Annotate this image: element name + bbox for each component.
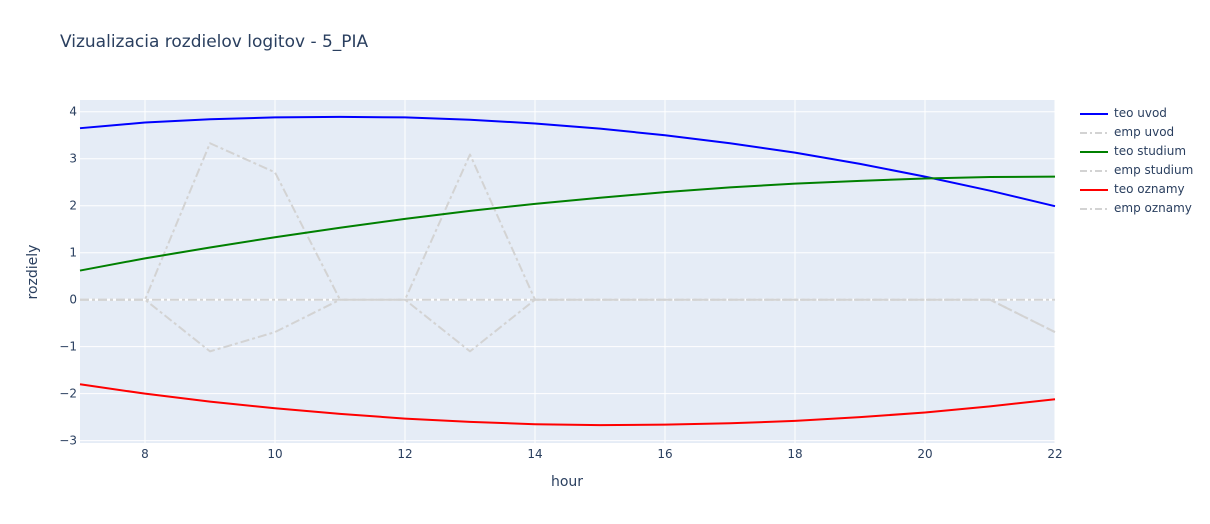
x-tick-label: 20	[917, 447, 932, 461]
y-tick-label: 1	[69, 246, 77, 260]
x-tick-label: 10	[267, 447, 282, 461]
y-tick-label: 2	[69, 199, 77, 213]
x-tick-label: 12	[397, 447, 412, 461]
x-axis-title: hour	[551, 474, 583, 490]
x-tick-label: 14	[527, 447, 542, 461]
legend-swatch	[1080, 208, 1108, 210]
legend-label: teo uvod	[1114, 106, 1167, 120]
legend-item[interactable]: emp studium	[1078, 162, 1206, 181]
legend-item[interactable]: emp oznamy	[1078, 200, 1206, 219]
legend-label: teo oznamy	[1114, 182, 1185, 196]
y-tick-label: 3	[69, 152, 77, 166]
legend-label: emp uvod	[1114, 125, 1175, 139]
x-tick-label: 18	[787, 447, 802, 461]
legend-swatch	[1080, 151, 1108, 153]
y-axis-title: rozdiely	[25, 245, 41, 300]
legend-swatch	[1080, 170, 1108, 172]
y-tick-label: 0	[69, 293, 77, 307]
y-tick-label: 4	[69, 105, 77, 119]
legend-label: teo studium	[1114, 144, 1187, 158]
y-tick-label: −1	[59, 340, 77, 354]
legend-item[interactable]: teo studium	[1078, 143, 1206, 162]
legend: teo uvod emp uvod teo studium emp studium te…	[1078, 105, 1206, 219]
legend-item[interactable]: teo oznamy	[1078, 181, 1206, 200]
series-line-teo-studium	[79, 175, 1056, 272]
x-tick-label: 8	[141, 447, 149, 461]
y-tick-label: −3	[59, 434, 77, 448]
legend-swatch	[1080, 189, 1108, 191]
legend-label: emp studium	[1114, 163, 1194, 177]
series-lines	[79, 115, 1056, 427]
x-tick-label: 22	[1047, 447, 1062, 461]
y-tick-label: −2	[59, 387, 77, 401]
x-tick-label: 16	[657, 447, 672, 461]
legend-item[interactable]: teo uvod	[1078, 105, 1206, 124]
series-line-teo-uvod	[79, 115, 1056, 208]
legend-swatch	[1080, 132, 1108, 134]
plot-area	[80, 100, 1055, 443]
legend-swatch	[1080, 113, 1108, 115]
series-line-teo-oznamy	[79, 383, 1056, 427]
legend-item[interactable]: emp uvod	[1078, 124, 1206, 143]
chart-title: Vizualizacia rozdielov logitov - 5_PIA	[60, 32, 369, 52]
legend-label: emp oznamy	[1114, 201, 1192, 215]
